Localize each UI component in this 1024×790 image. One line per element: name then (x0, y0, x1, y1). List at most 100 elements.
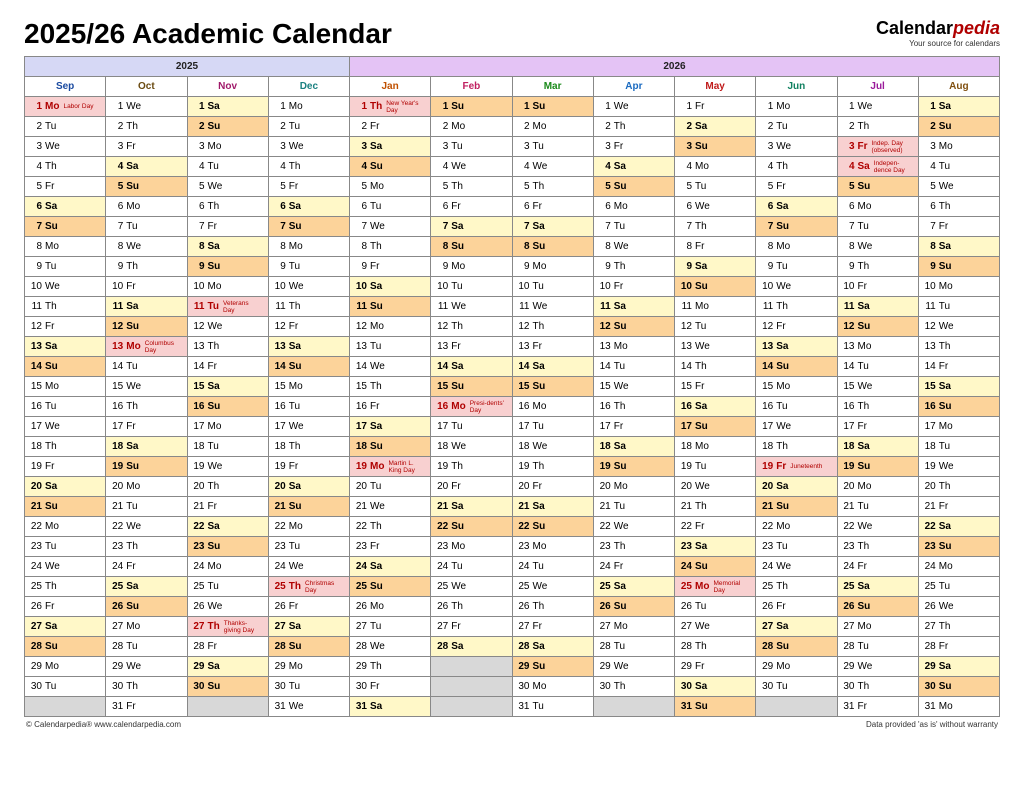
day-cell: 29Su (512, 657, 593, 677)
day-cell: 23Th (837, 537, 918, 557)
day-number: 10 (28, 281, 42, 292)
day-cell: 16Tu (268, 397, 349, 417)
day-cell: 15Fr (675, 377, 756, 397)
day-number: 15 (272, 381, 286, 392)
day-cell: 17We (268, 417, 349, 437)
day-cell: 14Tu (106, 357, 187, 377)
day-number: 23 (841, 541, 855, 552)
day-weekday: Tu (858, 361, 869, 372)
day-cell: 20Tu (350, 477, 431, 497)
day-number: 14 (191, 361, 205, 372)
day-number: 9 (191, 261, 205, 272)
day-number: 8 (191, 241, 205, 252)
day-number: 22 (28, 521, 42, 532)
day-weekday: Sa (776, 481, 788, 492)
calendar-row: 22Mo22We22Sa22Mo22Th22Su22Su22We22Fr22Mo… (25, 517, 1000, 537)
day-number: 11 (516, 301, 530, 312)
day-weekday: Fr (695, 381, 704, 392)
day-cell: 30Tu (268, 677, 349, 697)
day-number: 8 (759, 241, 773, 252)
day-cell: 9Sa (675, 257, 756, 277)
day-cell: 2Sa (675, 117, 756, 137)
day-weekday: Mo (45, 381, 59, 392)
holiday-label: Martin L. King Day (388, 460, 426, 474)
day-number: 29 (597, 661, 611, 672)
day-weekday: Th (858, 401, 870, 412)
day-number: 30 (109, 681, 123, 692)
day-cell: 22Fr (675, 517, 756, 537)
day-cell: 11Tu (918, 297, 999, 317)
day-cell: 25Th (25, 577, 106, 597)
day-cell: 25MoMemorial Day (675, 577, 756, 597)
day-weekday: Th (45, 301, 57, 312)
day-weekday: Tu (614, 641, 625, 652)
day-weekday: Sa (370, 421, 382, 432)
day-number: 19 (272, 461, 286, 472)
day-cell: 27Fr (512, 617, 593, 637)
day-weekday: Fr (939, 641, 948, 652)
day-number: 16 (28, 401, 42, 412)
day-cell: 16Sa (675, 397, 756, 417)
day-weekday: Th (939, 201, 951, 212)
day-cell: 9Mo (512, 257, 593, 277)
day-number: 31 (841, 701, 855, 712)
day-cell: 4Sa (106, 157, 187, 177)
calendar-row: 11Th11Sa11TuVeterans Day11Th11Su11We11We… (25, 297, 1000, 317)
day-cell: 17Sa (350, 417, 431, 437)
day-cell: 21Th (675, 497, 756, 517)
day-cell: 29We (837, 657, 918, 677)
day-weekday: Tu (126, 221, 137, 232)
day-weekday: Su (614, 601, 627, 612)
day-weekday: Sa (614, 301, 626, 312)
day-weekday: Su (533, 101, 546, 112)
day-cell: 19Th (512, 457, 593, 477)
day-weekday: Th (289, 581, 301, 592)
day-weekday: Sa (695, 121, 707, 132)
day-cell: 9Fr (350, 257, 431, 277)
day-weekday: Th (451, 181, 463, 192)
day-cell: 19Su (837, 457, 918, 477)
day-weekday: Mo (858, 341, 872, 352)
day-number: 22 (353, 521, 367, 532)
day-weekday: Th (126, 401, 138, 412)
day-weekday: Su (370, 441, 383, 452)
day-number: 28 (678, 641, 692, 652)
day-weekday: We (939, 601, 954, 612)
day-weekday: Tu (695, 601, 706, 612)
day-weekday: Su (126, 181, 139, 192)
day-cell: 24Mo (918, 557, 999, 577)
day-number: 12 (28, 321, 42, 332)
blank-cell (187, 697, 268, 717)
day-cell: 10Fr (837, 277, 918, 297)
day-cell: 20Sa (25, 477, 106, 497)
calendar-row: 23Tu23Th23Su23Tu23Fr23Mo23Mo23Th23Sa23Tu… (25, 537, 1000, 557)
day-weekday: Mo (776, 381, 790, 392)
day-weekday: Fr (776, 321, 785, 332)
day-number: 24 (678, 561, 692, 572)
day-weekday: Th (533, 181, 545, 192)
day-weekday: Su (533, 521, 546, 532)
day-number: 9 (28, 261, 42, 272)
day-cell: 28We (350, 637, 431, 657)
day-cell: 1Su (431, 97, 512, 117)
month-header-oct: Oct (106, 77, 187, 97)
day-weekday: Tu (533, 561, 544, 572)
day-weekday: Th (370, 521, 382, 532)
day-weekday: Sa (289, 201, 301, 212)
day-cell: 27Sa (756, 617, 837, 637)
calendar-row: 20Sa20Mo20Th20Sa20Tu20Fr20Fr20Mo20We20Sa… (25, 477, 1000, 497)
day-weekday: Fr (208, 641, 217, 652)
day-weekday: Fr (126, 561, 135, 572)
day-number: 2 (678, 121, 692, 132)
day-cell: 19We (187, 457, 268, 477)
day-weekday: Fr (695, 101, 704, 112)
day-number: 13 (841, 341, 855, 352)
day-cell: 20Th (918, 477, 999, 497)
day-weekday: Fr (208, 221, 217, 232)
day-weekday: Su (939, 121, 952, 132)
day-cell: 22We (837, 517, 918, 537)
day-weekday: Th (695, 361, 707, 372)
day-cell: 6Mo (593, 197, 674, 217)
day-weekday: Sa (208, 521, 220, 532)
footer-right: Data provided 'as is' without warranty (866, 720, 998, 729)
